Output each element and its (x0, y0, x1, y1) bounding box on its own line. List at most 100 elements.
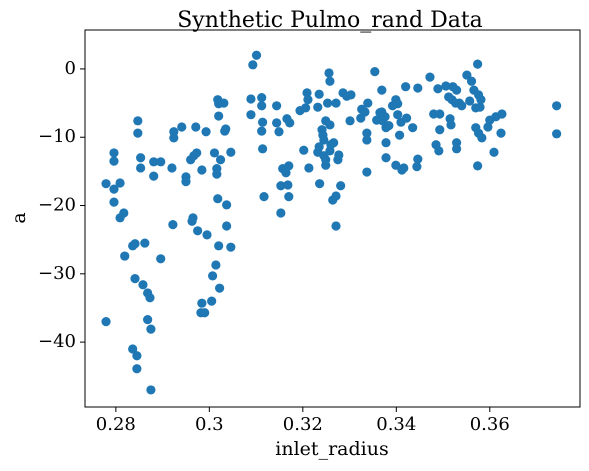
scatter-point (193, 226, 203, 236)
scatter-point (197, 165, 207, 175)
scatter-point (138, 280, 148, 290)
scatter-point (128, 344, 138, 354)
scatter-point (181, 177, 191, 187)
y-tick-label: −30 (38, 263, 76, 284)
scatter-point (168, 220, 178, 230)
scatter-point (399, 163, 409, 173)
scatter-point (435, 125, 445, 135)
scatter-point (149, 171, 159, 181)
y-tick-label: −40 (38, 331, 76, 352)
scatter-point (334, 150, 344, 160)
scatter-point (251, 50, 262, 60)
scatter-point (319, 135, 329, 145)
scatter-point (202, 230, 212, 240)
scatter-point (192, 148, 202, 158)
scatter-point (476, 95, 486, 105)
scatter-point (301, 103, 311, 113)
y-tick-label: −20 (38, 195, 76, 216)
scatter-point (425, 72, 435, 82)
scatter-point (441, 81, 451, 91)
scatter-point (489, 147, 499, 157)
scatter-point (446, 120, 456, 130)
scatter-point (497, 109, 507, 119)
scatter-point (191, 122, 201, 132)
y-axis-label: a (8, 212, 30, 223)
scatter-point (133, 116, 143, 126)
scatter-point (477, 133, 487, 143)
scatter-point (246, 110, 256, 120)
scatter-point (214, 111, 224, 121)
scatter-point (259, 192, 269, 202)
chart-title: Synthetic Pulmo_rand Data (177, 8, 483, 33)
scatter-point (329, 138, 339, 148)
scatter-point (313, 102, 323, 112)
scatter-point (408, 123, 418, 133)
scatter-point (384, 121, 394, 131)
x-tick-label: 0.34 (376, 414, 416, 435)
scatter-point (272, 101, 282, 111)
scatter-point (109, 148, 119, 158)
scatter-point (457, 101, 467, 111)
scatter-point (248, 60, 258, 70)
scatter-point (314, 89, 324, 99)
scatter-point (101, 179, 111, 189)
scatter-point (115, 178, 125, 188)
scatter-point (331, 221, 341, 231)
scatter-point (272, 118, 282, 128)
scatter-point (226, 242, 236, 252)
scatter-point (149, 157, 159, 167)
scatter-point (140, 238, 150, 248)
plot-frame (84, 29, 581, 408)
scatter-point (156, 157, 166, 167)
scatter-point (302, 88, 312, 98)
scatter-point (156, 254, 166, 264)
scatter-point (213, 194, 223, 204)
scatter-point (377, 85, 387, 95)
scatter-point (109, 156, 119, 166)
scatter-point (169, 133, 179, 143)
scatter-point (212, 169, 222, 179)
x-tick-label: 0.3 (195, 414, 224, 435)
scatter-point (345, 116, 355, 126)
scatter-point (214, 241, 224, 251)
scatter-point (215, 283, 225, 293)
scatter-point (552, 101, 562, 111)
scatter-point (136, 163, 146, 173)
scatter-point (132, 351, 142, 361)
scatter-point (109, 197, 119, 207)
scatter-point (346, 90, 356, 100)
y-tick-label: −10 (38, 126, 76, 147)
scatter-point (401, 82, 411, 92)
scatter-point (143, 314, 153, 325)
scatter-point (146, 324, 156, 334)
scatter-point (363, 98, 373, 108)
scatter-point (322, 98, 333, 108)
scatter-point (145, 293, 155, 303)
scatter-point (246, 94, 256, 104)
scatter-point (466, 76, 477, 86)
scatter-point (434, 146, 444, 156)
scatter-point (257, 101, 267, 111)
scatter-point (132, 364, 142, 374)
scatter-point (276, 181, 286, 191)
scatter-point (315, 179, 325, 189)
scatter-point (211, 260, 221, 270)
scatter-point (207, 296, 217, 306)
scatter-point (473, 59, 483, 69)
scatter-point (119, 208, 129, 218)
scatter-point (552, 129, 562, 139)
scatter-point (394, 130, 405, 140)
scatter-point (258, 144, 268, 154)
scatter-point (221, 124, 231, 134)
scatter-point (413, 154, 423, 164)
scatter-point (130, 239, 140, 249)
scatter-point (331, 98, 341, 108)
scatter-point (496, 128, 506, 138)
scatter-point (475, 102, 485, 112)
scatter-point (299, 145, 309, 155)
scatter-point (360, 107, 370, 117)
scatter-point (381, 153, 391, 163)
scatter-point (331, 191, 341, 201)
scatter-point (215, 155, 226, 165)
